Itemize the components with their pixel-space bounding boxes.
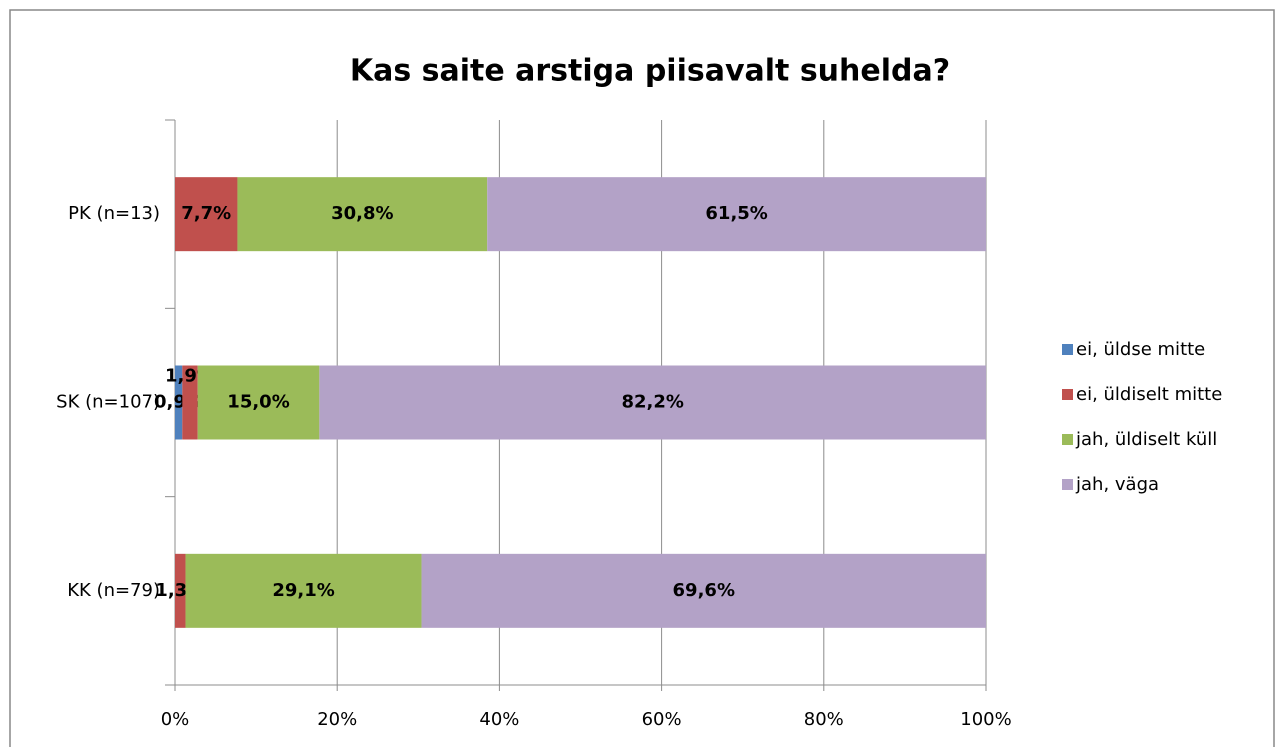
legend-swatch (1062, 344, 1073, 355)
value-label: 29,1% (272, 580, 334, 601)
legend-swatch (1062, 479, 1073, 490)
x-tick-label: 20% (317, 709, 357, 730)
bar-segment (487, 177, 986, 252)
y-tick-label: PK (n=13) (68, 203, 160, 224)
x-tick-label: 0% (161, 709, 190, 730)
x-tick-label: 100% (960, 709, 1011, 730)
bar-segment (421, 553, 986, 628)
legend-label: ei, üldse mitte (1076, 339, 1205, 360)
bar-segment (175, 177, 238, 252)
value-label: 15,0% (227, 392, 289, 413)
bar-segment (197, 365, 320, 440)
bar-segment (319, 365, 986, 440)
bar-segment (182, 365, 198, 440)
x-tick-label: 40% (479, 709, 519, 730)
value-label: 69,6% (673, 580, 735, 601)
value-label: 7,7% (181, 203, 231, 224)
legend-swatch (1062, 434, 1073, 445)
bar-segment (237, 177, 488, 252)
y-tick-label: KK (n=79) (67, 580, 160, 601)
x-tick-label: 80% (804, 709, 844, 730)
bar-segment (185, 553, 422, 628)
legend-swatch (1062, 389, 1073, 400)
chart-title: Kas saite arstiga piisavalt suhelda? (350, 54, 950, 89)
x-tick-label: 60% (642, 709, 682, 730)
value-label: 30,8% (331, 203, 393, 224)
value-label: 61,5% (705, 203, 767, 224)
legend-label: jah, väga (1075, 474, 1159, 495)
y-tick-label: SK (n=107) (56, 392, 160, 413)
bar-segment (175, 365, 183, 440)
legend-label: jah, üldiselt küll (1075, 429, 1217, 450)
legend-label: ei, üldiselt mitte (1076, 384, 1222, 405)
bar-segment (175, 553, 186, 628)
value-label: 82,2% (621, 392, 683, 413)
